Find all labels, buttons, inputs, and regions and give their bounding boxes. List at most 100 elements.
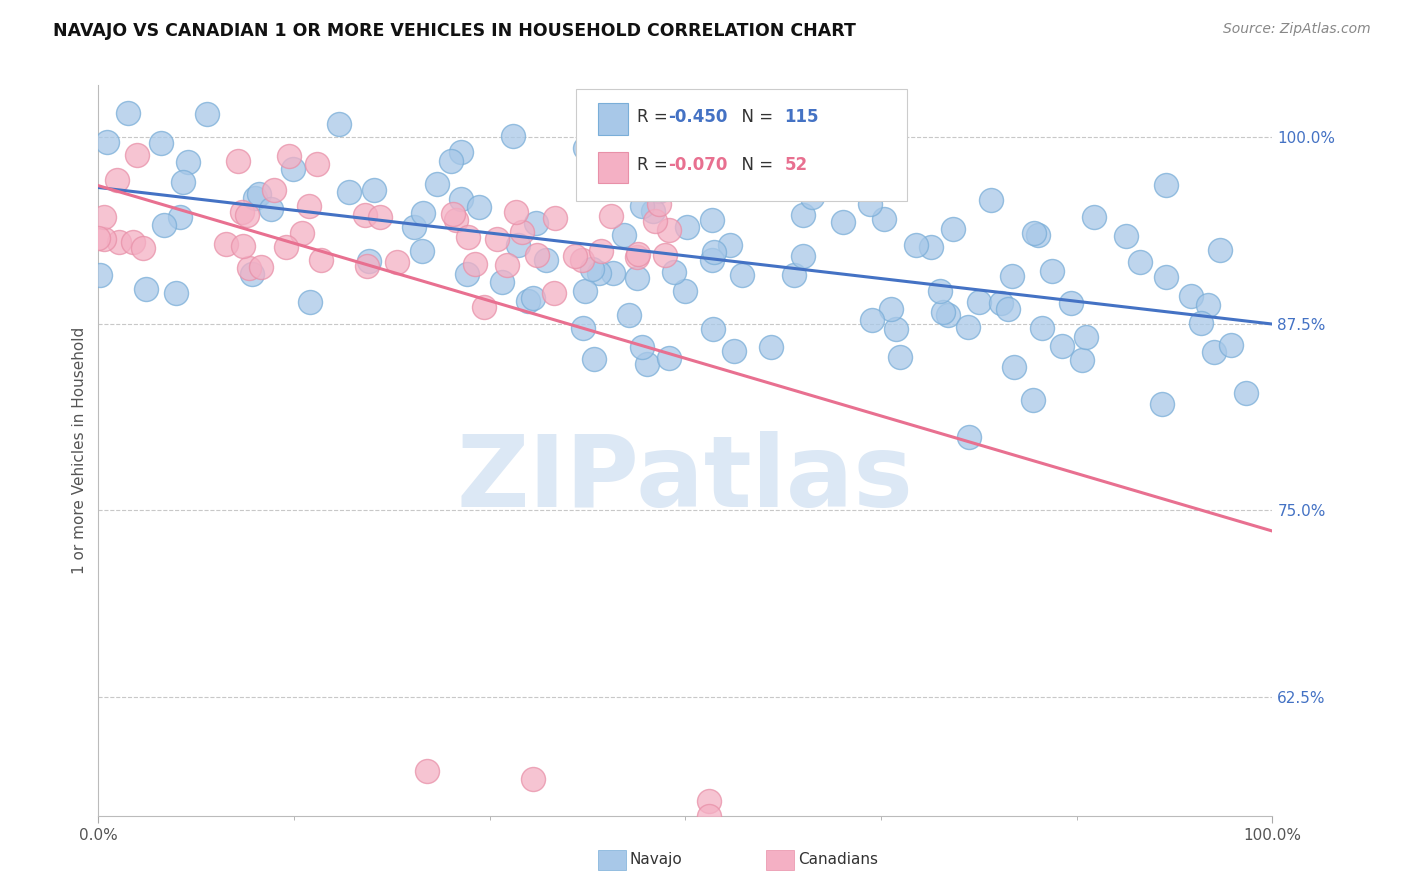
- Point: [1022, 393, 1045, 408]
- Point: [783, 268, 806, 282]
- Point: [1115, 229, 1137, 244]
- Point: [247, 186, 270, 201]
- Point: [860, 312, 883, 326]
- Point: [149, 136, 172, 150]
- Point: [416, 764, 439, 779]
- Point: [588, 266, 610, 280]
- Point: [387, 255, 409, 269]
- Point: [572, 321, 595, 335]
- Point: [589, 142, 612, 156]
- Point: [1031, 321, 1053, 335]
- Point: [337, 185, 360, 199]
- Point: [1022, 226, 1045, 240]
- Point: [231, 204, 253, 219]
- Text: NAVAJO VS CANADIAN 1 OR MORE VEHICLES IN HOUSEHOLD CORRELATION CHART: NAVAJO VS CANADIAN 1 OR MORE VEHICLES IN…: [53, 22, 856, 40]
- Point: [832, 214, 855, 228]
- Point: [574, 141, 596, 155]
- Text: Canadians: Canadians: [799, 853, 879, 867]
- Point: [298, 199, 321, 213]
- Point: [526, 248, 548, 262]
- Point: [450, 145, 472, 160]
- Point: [502, 128, 524, 143]
- Text: -0.450: -0.450: [668, 108, 727, 126]
- Point: [1002, 359, 1025, 374]
- Point: [169, 210, 191, 224]
- Point: [89, 268, 111, 282]
- Text: Source: ZipAtlas.com: Source: ZipAtlas.com: [1223, 22, 1371, 37]
- Text: N =: N =: [731, 108, 779, 126]
- Point: [628, 100, 651, 114]
- Point: [506, 237, 529, 252]
- Point: [759, 340, 782, 354]
- Point: [87, 230, 110, 244]
- Point: [702, 253, 724, 268]
- Point: [441, 207, 464, 221]
- Point: [873, 211, 896, 226]
- Point: [457, 230, 479, 244]
- Point: [411, 244, 433, 259]
- Point: [274, 240, 297, 254]
- Point: [544, 211, 567, 226]
- Point: [543, 285, 565, 300]
- Point: [125, 148, 148, 162]
- Point: [291, 226, 314, 240]
- Point: [581, 261, 603, 276]
- Point: [631, 340, 654, 354]
- Point: [626, 247, 648, 261]
- Point: [152, 218, 174, 232]
- Point: [1083, 211, 1105, 225]
- Point: [884, 322, 907, 336]
- Point: [215, 237, 238, 252]
- Point: [516, 294, 538, 309]
- Point: [675, 220, 697, 235]
- Point: [524, 216, 547, 230]
- Point: [1220, 338, 1243, 352]
- Point: [720, 237, 742, 252]
- Point: [353, 208, 375, 222]
- Point: [250, 260, 273, 274]
- Point: [1197, 298, 1219, 312]
- Point: [564, 249, 586, 263]
- Point: [172, 175, 194, 189]
- Text: Navajo: Navajo: [630, 853, 683, 867]
- Text: ZIPatlas: ZIPatlas: [457, 431, 914, 528]
- Point: [450, 192, 472, 206]
- Point: [277, 149, 299, 163]
- Point: [195, 107, 218, 121]
- Point: [859, 197, 882, 211]
- Point: [1052, 339, 1074, 353]
- Point: [658, 223, 681, 237]
- Point: [731, 268, 754, 282]
- Point: [1074, 329, 1097, 343]
- Point: [236, 208, 259, 222]
- Point: [723, 343, 745, 358]
- Point: [243, 191, 266, 205]
- Point: [93, 231, 115, 245]
- Point: [648, 185, 671, 199]
- Point: [645, 145, 668, 159]
- Point: [1202, 344, 1225, 359]
- Point: [1154, 269, 1177, 284]
- Point: [980, 194, 1002, 208]
- Point: [641, 204, 664, 219]
- Point: [1234, 386, 1257, 401]
- Point: [904, 237, 927, 252]
- Point: [495, 258, 517, 272]
- Point: [648, 196, 671, 211]
- Point: [522, 772, 544, 786]
- Point: [1209, 244, 1232, 258]
- Point: [510, 225, 533, 239]
- Point: [673, 284, 696, 298]
- Point: [920, 240, 942, 254]
- Point: [602, 266, 624, 280]
- Point: [105, 173, 128, 187]
- Point: [619, 100, 641, 114]
- Point: [1060, 296, 1083, 310]
- Point: [456, 268, 478, 282]
- Point: [600, 209, 623, 223]
- Point: [238, 261, 260, 276]
- Point: [664, 264, 686, 278]
- Point: [522, 291, 544, 305]
- Point: [957, 430, 980, 444]
- Point: [226, 154, 249, 169]
